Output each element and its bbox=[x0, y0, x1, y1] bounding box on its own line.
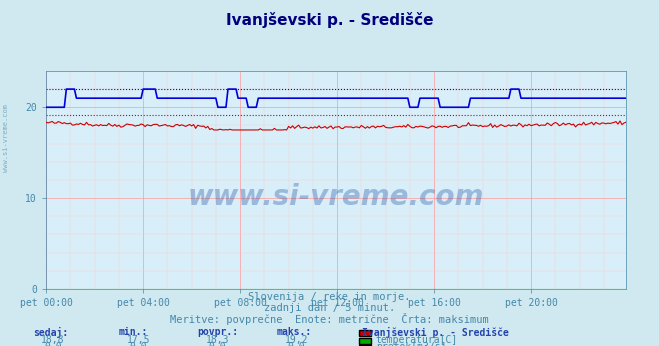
Text: min.:: min.: bbox=[119, 327, 148, 337]
Text: 19,2: 19,2 bbox=[285, 335, 308, 345]
Text: sedaj:: sedaj: bbox=[33, 327, 68, 338]
Text: povpr.:: povpr.: bbox=[198, 327, 239, 337]
Text: pretok[m3/s]: pretok[m3/s] bbox=[376, 342, 446, 346]
Text: 0,0: 0,0 bbox=[209, 342, 226, 346]
Text: 17,5: 17,5 bbox=[127, 335, 150, 345]
Text: 0,0: 0,0 bbox=[44, 342, 61, 346]
Text: zadnji dan / 5 minut.: zadnji dan / 5 minut. bbox=[264, 303, 395, 313]
Text: 0,0: 0,0 bbox=[288, 342, 305, 346]
Text: maks.:: maks.: bbox=[277, 327, 312, 337]
Text: 18,8: 18,8 bbox=[41, 335, 65, 345]
Text: Slovenija / reke in morje.: Slovenija / reke in morje. bbox=[248, 292, 411, 302]
Text: Ivanjševski p. - Središče: Ivanjševski p. - Središče bbox=[226, 12, 433, 28]
Text: www.si-vreme.com: www.si-vreme.com bbox=[3, 104, 9, 172]
Text: Meritve: povprečne  Enote: metrične  Črta: maksimum: Meritve: povprečne Enote: metrične Črta:… bbox=[170, 313, 489, 325]
Text: www.si-vreme.com: www.si-vreme.com bbox=[188, 183, 484, 211]
Text: 0,0: 0,0 bbox=[130, 342, 147, 346]
Text: Ivanjševski p. - Središče: Ivanjševski p. - Središče bbox=[362, 327, 509, 338]
Text: temperatura[C]: temperatura[C] bbox=[376, 335, 458, 345]
Text: 18,3: 18,3 bbox=[206, 335, 229, 345]
